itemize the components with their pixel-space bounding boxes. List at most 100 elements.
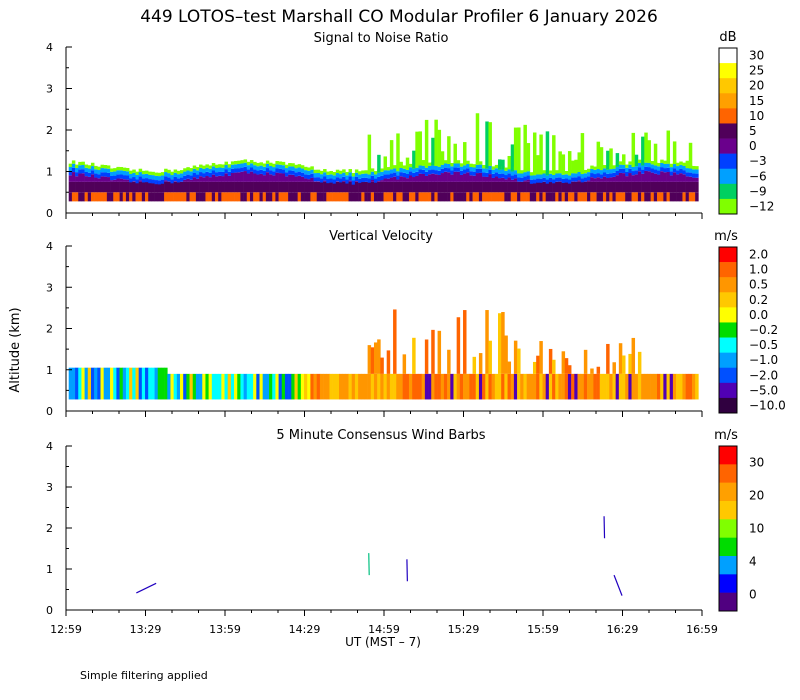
snr-cell <box>300 168 305 173</box>
snr-cell <box>135 192 139 202</box>
snr-cell <box>195 174 200 179</box>
snr-cell <box>450 166 454 171</box>
snr-cell <box>383 170 388 175</box>
snr-cell <box>176 178 181 183</box>
snr-cell <box>167 192 171 202</box>
snr-cell <box>354 172 359 177</box>
snr-cell <box>434 174 438 182</box>
velocity-cell <box>628 373 632 400</box>
snr-cell <box>526 171 531 176</box>
snr-cell <box>399 161 403 168</box>
snr-cell <box>351 180 356 185</box>
snr-cell <box>377 192 381 202</box>
snr-cell <box>657 170 661 175</box>
velocity-cell <box>230 373 235 400</box>
snr-cell <box>634 174 639 182</box>
snr-cell <box>326 192 330 202</box>
snr-cell <box>596 192 601 202</box>
snr-cell <box>653 165 658 170</box>
snr-cell <box>354 192 359 202</box>
snr-cell <box>606 169 610 174</box>
snr-cell <box>456 160 461 164</box>
velocity-cell <box>510 373 515 400</box>
snr-cell <box>113 171 117 176</box>
snr-cell <box>498 173 502 179</box>
velocity-cell <box>329 373 333 400</box>
snr-cell <box>577 171 581 177</box>
colorbar-swatch <box>719 153 737 170</box>
snr-cell <box>243 192 248 202</box>
colorbar-label: −2.0 <box>749 368 778 382</box>
snr-cell <box>523 124 527 173</box>
snr-cell <box>412 172 416 178</box>
velocity-cell <box>249 373 254 400</box>
snr-cell <box>650 181 655 193</box>
snr-cell <box>297 192 302 202</box>
colorbar-label: 0 <box>749 139 757 153</box>
snr-cell <box>237 172 241 182</box>
snr-cell <box>358 181 362 193</box>
snr-cell <box>281 181 286 193</box>
snr-cell <box>87 165 92 169</box>
snr-cell <box>498 192 502 202</box>
snr-cell <box>622 164 626 169</box>
snr-cell <box>580 174 585 179</box>
velocity-cell <box>393 373 397 400</box>
velocity-cell <box>504 373 508 400</box>
snr-cell <box>192 173 197 178</box>
snr-cell <box>523 181 527 193</box>
snr-cell <box>75 164 79 168</box>
snr-cell <box>418 192 422 202</box>
snr-cell <box>647 140 651 163</box>
snr-cell <box>478 168 483 173</box>
snr-cell <box>453 181 457 193</box>
snr-cell <box>354 169 359 173</box>
snr-cell <box>304 166 308 171</box>
snr-cell <box>622 181 626 193</box>
snr-cell <box>208 177 213 182</box>
snr-cell <box>323 176 327 181</box>
snr-cell <box>478 181 483 193</box>
snr-cell <box>602 168 607 173</box>
velocity-cell <box>224 373 229 400</box>
velocity-cell <box>647 373 651 400</box>
snr-cell <box>641 192 645 202</box>
snr-cell <box>631 192 636 202</box>
snr-cell <box>192 165 197 169</box>
velocity-cell <box>157 367 162 400</box>
snr-cell <box>443 171 448 182</box>
snr-cell <box>208 165 213 169</box>
snr-cell <box>545 179 550 184</box>
snr-cell <box>157 192 162 202</box>
snr-cell <box>186 192 190 202</box>
velocity-cell <box>119 367 124 400</box>
snr-cell <box>265 192 270 202</box>
snr-cell <box>691 173 696 178</box>
velocity-cell <box>443 373 448 400</box>
snr-cell <box>297 164 302 168</box>
snr-cell <box>348 172 353 177</box>
colorbar-swatch <box>719 501 737 520</box>
snr-cell <box>612 165 616 169</box>
velocity-cell <box>637 373 642 400</box>
snr-cell <box>695 173 699 178</box>
snr-cell <box>75 167 79 173</box>
snr-cell <box>532 132 537 176</box>
snr-cell <box>459 174 464 182</box>
snr-cell <box>278 168 283 174</box>
velocity-cell <box>125 367 130 400</box>
snr-axes: 0 1 2 3 4 <box>46 41 703 220</box>
snr-cell <box>653 173 658 182</box>
snr-cell <box>513 181 518 193</box>
snr-cell <box>532 192 537 202</box>
snr-cell <box>87 168 92 173</box>
velocity-cell <box>106 367 111 400</box>
snr-cell <box>637 171 642 182</box>
snr-cell <box>663 181 667 193</box>
velocity-cell <box>580 373 585 400</box>
snr-cell <box>68 166 73 172</box>
snr-cell <box>396 171 400 176</box>
snr-cell <box>459 166 464 171</box>
snr-cell <box>615 175 620 182</box>
snr-cell <box>183 179 187 182</box>
